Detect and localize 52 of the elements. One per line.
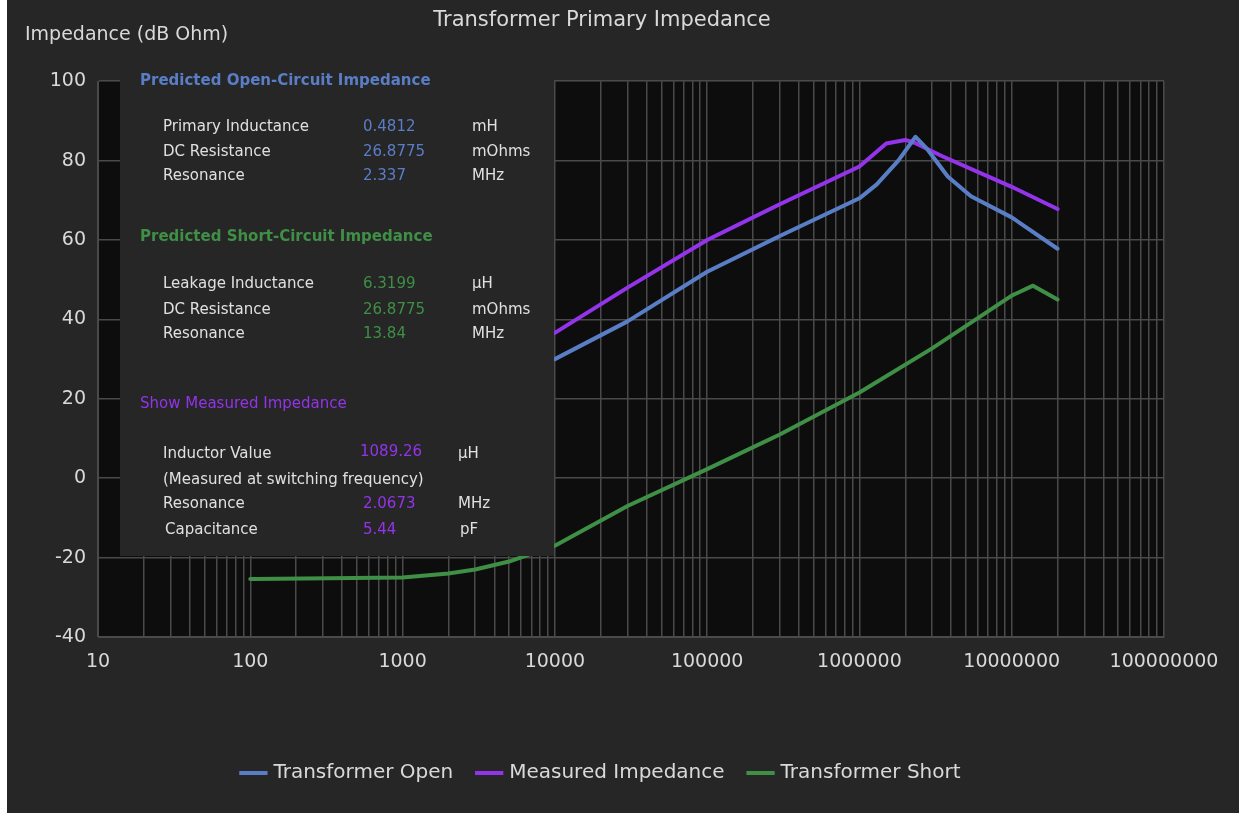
annotation: pF xyxy=(460,520,479,538)
annotation: Resonance xyxy=(163,324,245,342)
annotation: DC Resistance xyxy=(163,300,271,318)
y-tick-label: -40 xyxy=(54,623,86,646)
annotation: 0.4812 xyxy=(363,117,416,135)
annotation: MHz xyxy=(472,166,505,184)
annotation: 5.44 xyxy=(363,520,397,538)
annotation: µH xyxy=(472,274,493,292)
x-tick-label: 1000 xyxy=(378,649,427,672)
annotation: DC Resistance xyxy=(163,142,271,160)
y-tick-label: 80 xyxy=(61,147,86,170)
annotation: 26.8775 xyxy=(363,300,426,318)
y-tick-label: -20 xyxy=(54,544,86,567)
annotation: Capacitance xyxy=(165,520,258,538)
x-tick-label: 100000 xyxy=(670,649,744,672)
annotation: µH xyxy=(458,444,479,462)
legend-label: Transformer Short xyxy=(779,759,961,784)
y-tick-label: 0 xyxy=(73,465,86,488)
annotation: 2.0673 xyxy=(363,494,416,512)
annotation: 2.337 xyxy=(363,166,406,184)
annotation: 13.84 xyxy=(363,324,406,342)
annotation: Predicted Open-Circuit Impedance xyxy=(140,71,431,89)
y-tick-label: 20 xyxy=(61,385,86,408)
x-tick-label: 10000000 xyxy=(963,649,1061,672)
annotation: Predicted Short-Circuit Impedance xyxy=(140,227,433,245)
annotation: (Measured at switching frequency) xyxy=(163,470,424,488)
legend-label: Transformer Open xyxy=(272,759,454,784)
annotation: mOhms xyxy=(472,300,531,318)
y-axis-title: Impedance (dB Ohm) xyxy=(25,22,229,44)
y-tick-label: 40 xyxy=(61,306,86,329)
x-tick-label: 10000 xyxy=(524,649,586,672)
x-tick-label: 10 xyxy=(85,649,111,672)
annotation: mH xyxy=(472,117,498,135)
legend-label: Measured Impedance xyxy=(509,759,725,784)
annotation: 1089.26 xyxy=(360,442,423,460)
annotation: MHz xyxy=(458,494,491,512)
x-tick-label: 1000000 xyxy=(817,649,902,672)
chart-title: Transformer Primary Impedance xyxy=(432,7,771,32)
annotation: Resonance xyxy=(163,494,245,512)
annotation: mOhms xyxy=(472,142,531,160)
annotation: Primary Inductance xyxy=(163,117,309,135)
annotation: Show Measured Impedance xyxy=(140,394,347,412)
annotation: Leakage Inductance xyxy=(163,274,314,292)
y-tick-label: 100 xyxy=(49,68,86,91)
annotation: Resonance xyxy=(163,166,245,184)
annotation: 6.3199 xyxy=(363,274,416,292)
y-tick-label: 60 xyxy=(61,226,86,249)
annotation: 26.8775 xyxy=(363,142,426,160)
annotation: Inductor Value xyxy=(163,444,272,462)
x-tick-label: 100000000 xyxy=(1109,649,1219,672)
annotation: MHz xyxy=(472,324,505,342)
x-tick-label: 100 xyxy=(232,649,269,672)
